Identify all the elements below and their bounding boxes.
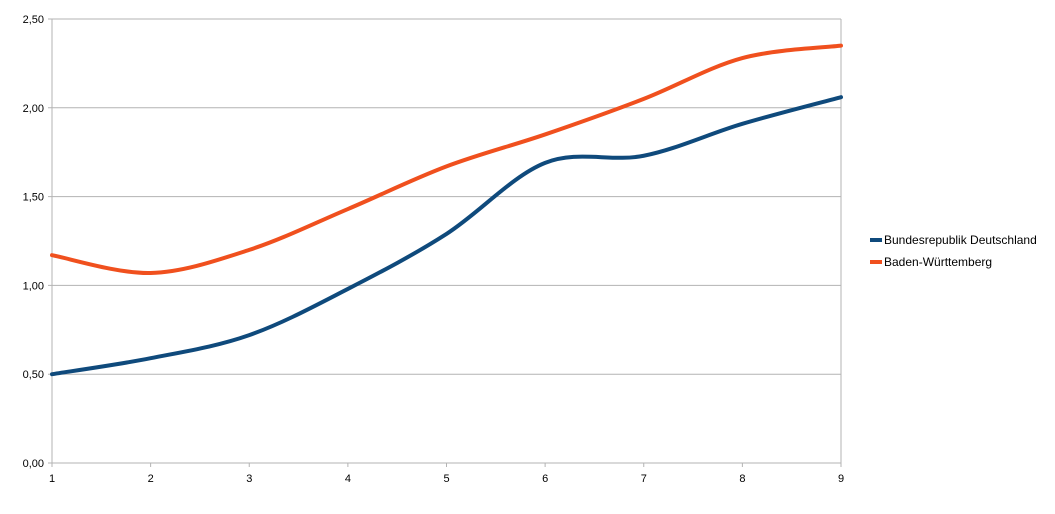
y-tick-label: 2,50 bbox=[23, 14, 44, 26]
y-axis-ticks: 0,00 0,50 1,00 1,50 2,00 2,50 bbox=[23, 14, 44, 470]
series-line-0 bbox=[50, 95, 843, 377]
y-tick-label: 1,00 bbox=[23, 280, 44, 292]
y-tick-label: 0,50 bbox=[23, 369, 44, 381]
x-tick-label: 3 bbox=[246, 473, 252, 485]
x-tick-label: 7 bbox=[641, 473, 647, 485]
y-tick-label: 2,00 bbox=[23, 103, 44, 115]
axes bbox=[51, 19, 842, 463]
legend: Bundesrepublik Deutschland Baden-Württemb… bbox=[870, 233, 1037, 269]
y-tick-label: 1,50 bbox=[23, 192, 44, 204]
x-tick-label: 2 bbox=[148, 473, 154, 485]
series-lines bbox=[50, 43, 843, 377]
x-tick-label: 8 bbox=[739, 473, 745, 485]
y-tick-label: 0,00 bbox=[23, 458, 44, 470]
x-tick-label: 9 bbox=[838, 473, 844, 485]
x-tick-label: 1 bbox=[49, 473, 55, 485]
series-line-1 bbox=[50, 43, 843, 275]
x-tick-label: 6 bbox=[542, 473, 548, 485]
legend-label-0: Bundesrepublik Deutschland bbox=[884, 233, 1037, 247]
x-tick-label: 4 bbox=[345, 473, 351, 485]
x-axis-ticks: 1 2 3 4 5 6 7 8 9 bbox=[49, 463, 844, 485]
x-tick-label: 5 bbox=[443, 473, 449, 485]
legend-label-1: Baden-Württemberg bbox=[884, 255, 992, 269]
gridlines bbox=[48, 18, 841, 464]
